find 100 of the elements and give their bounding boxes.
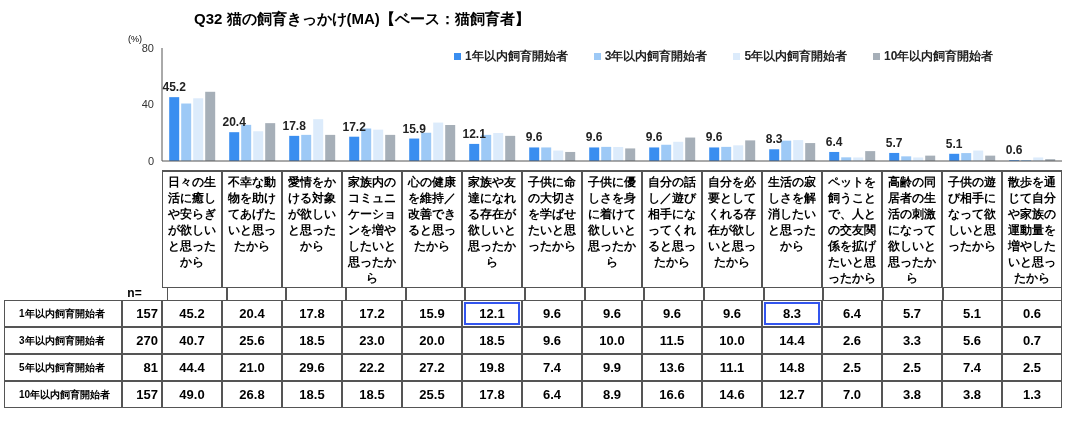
text: 270 — [122, 327, 162, 354]
data-label: 18.5 — [462, 327, 522, 354]
data-label: 6.4 — [822, 300, 882, 327]
data-label: 10.0 — [702, 327, 762, 354]
data-label: 0.6 — [1002, 300, 1062, 327]
data-label: 17.8 — [282, 300, 342, 327]
y-tick-label: 80 — [141, 41, 154, 54]
data-label: 20.4 — [222, 300, 282, 327]
data-label: 9.6 — [582, 300, 642, 327]
data-label: 40.7 — [162, 327, 222, 354]
data-label: 5.6 — [942, 327, 1002, 354]
data-label: 21.0 — [222, 354, 282, 381]
legend-label: 3年以内飼育開始者 — [604, 48, 708, 65]
data-label: 3.8 — [882, 381, 942, 408]
x-tick-label: 家族内のコミュニケーションを増やしたいと思ったから — [342, 170, 402, 288]
x-tick-label: 子供に命の大切さを学ばせたいと思ったから — [522, 170, 582, 288]
data-label: 23.0 — [342, 327, 402, 354]
text: 10年以内飼育開始者 — [19, 389, 111, 400]
data-label: 25.5 — [402, 381, 462, 408]
y-tick-label: 0 — [147, 154, 154, 167]
data-label: 11.5 — [642, 327, 702, 354]
data-label: 18.5 — [282, 381, 342, 408]
data-label: 2.5 — [822, 354, 882, 381]
data-label: 10.0 — [582, 327, 642, 354]
text: 5年以内飼育開始者 — [19, 362, 105, 373]
data-label: 19.8 — [462, 354, 522, 381]
data-label: 7.4 — [522, 354, 582, 381]
x-tick-label: 心の健康を維持／改善できると思ったから — [402, 170, 462, 288]
x-tick-label: 自分を必要としてくれる存在が欲しいと思ったから — [702, 170, 762, 288]
legend-label: 1年以内飼育開始者 — [465, 48, 568, 65]
text: 15.9 — [402, 121, 426, 136]
data-label: 12.7 — [762, 381, 822, 408]
data-label: 18.5 — [282, 327, 342, 354]
data-label: 17.2 — [342, 300, 402, 327]
data-label: 1.3 — [1002, 381, 1062, 408]
legend-label: 5年以内飼育開始者 — [744, 48, 848, 65]
text: 12.1 — [462, 126, 486, 141]
data-label: 0.7 — [1002, 327, 1062, 354]
text: 8.3 — [765, 132, 783, 147]
data-label: 5.7 — [882, 300, 942, 327]
chart-title: Q32 猫の飼育きっかけ(MA)【ベース：猫飼育者】 — [194, 10, 530, 29]
y-axis-title: (%) — [128, 34, 142, 44]
data-label: 27.2 — [402, 354, 462, 381]
text: 6.4 — [825, 134, 843, 149]
data-label: 5.1 — [942, 300, 1002, 327]
text: n= — [126, 286, 143, 300]
text: 45.2 — [162, 80, 186, 95]
data-label: 11.1 — [702, 354, 762, 381]
data-label: 20.0 — [402, 327, 462, 354]
data-label: 9.6 — [642, 300, 702, 327]
data-label: 7.4 — [942, 354, 1002, 381]
data-label: 2.6 — [822, 327, 882, 354]
text: 17.2 — [342, 119, 366, 134]
text: 5.1 — [945, 136, 963, 151]
data-label: 6.4 — [522, 381, 582, 408]
text: 20.4 — [222, 115, 246, 130]
text: 1年以内飼育開始者 — [19, 308, 105, 319]
x-tick-label: 子供に優しさを身に着けて欲しいと思ったから — [582, 170, 642, 288]
x-tick-label: ペットを飼うことで、人との交友関係を拡げたいと思ったから — [822, 170, 882, 288]
y-tick-label: 40 — [141, 98, 154, 111]
x-tick-label: 高齢の同居者の生活の刺激になって欲しいと思ったから — [882, 170, 942, 288]
data-label: 14.8 — [762, 354, 822, 381]
data-label: 29.6 — [282, 354, 342, 381]
data-label: 9.6 — [522, 327, 582, 354]
text: 157 — [122, 381, 162, 408]
data-label: 8.9 — [582, 381, 642, 408]
x-tick-label: 日々の生活に癒しや安らぎが欲しいと思ったから — [162, 170, 222, 288]
text: 9.6 — [645, 130, 663, 145]
data-label: 25.6 — [222, 327, 282, 354]
text: 3年以内飼育開始者 — [19, 335, 105, 346]
data-label: 7.0 — [822, 381, 882, 408]
data-label: 3.3 — [882, 327, 942, 354]
data-label: 2.5 — [882, 354, 942, 381]
text: 5.7 — [885, 135, 903, 150]
text: 17.8 — [282, 118, 306, 133]
data-label: 14.6 — [702, 381, 762, 408]
data-label: 9.6 — [522, 300, 582, 327]
x-tick-label: 子供の遊び相手になって欲しいと思ったから — [942, 170, 1002, 288]
data-label: 2.5 — [1002, 354, 1062, 381]
data-label: 49.0 — [162, 381, 222, 408]
data-label: 26.8 — [222, 381, 282, 408]
data-label: 18.5 — [342, 381, 402, 408]
data-label: 14.4 — [762, 327, 822, 354]
data-label: 9.6 — [702, 300, 762, 327]
data-label: 13.6 — [642, 354, 702, 381]
x-tick-label: 散歩を通じて自分や家族の運動量を増やしたいと思ったから — [1002, 170, 1062, 288]
x-tick-label: 家族や友達になれる存在が欲しいと思ったから — [462, 170, 522, 288]
data-label: 9.9 — [582, 354, 642, 381]
text: 81 — [122, 354, 162, 381]
x-tick-label: 不幸な動物を助けてあげたいと思ったから — [222, 170, 282, 288]
x-tick-label: 生活の寂しさを解消したいと思ったから — [762, 170, 822, 288]
data-label: 3.8 — [942, 381, 1002, 408]
text: 9.6 — [705, 130, 723, 145]
data-label: 45.2 — [162, 300, 222, 327]
legend-label: 10年以内飼育開始者 — [884, 48, 994, 65]
data-label: 44.4 — [162, 354, 222, 381]
data-label: 15.9 — [402, 300, 462, 327]
data-label: 16.6 — [642, 381, 702, 408]
data-label: 22.2 — [342, 354, 402, 381]
data-label: 17.8 — [462, 381, 522, 408]
